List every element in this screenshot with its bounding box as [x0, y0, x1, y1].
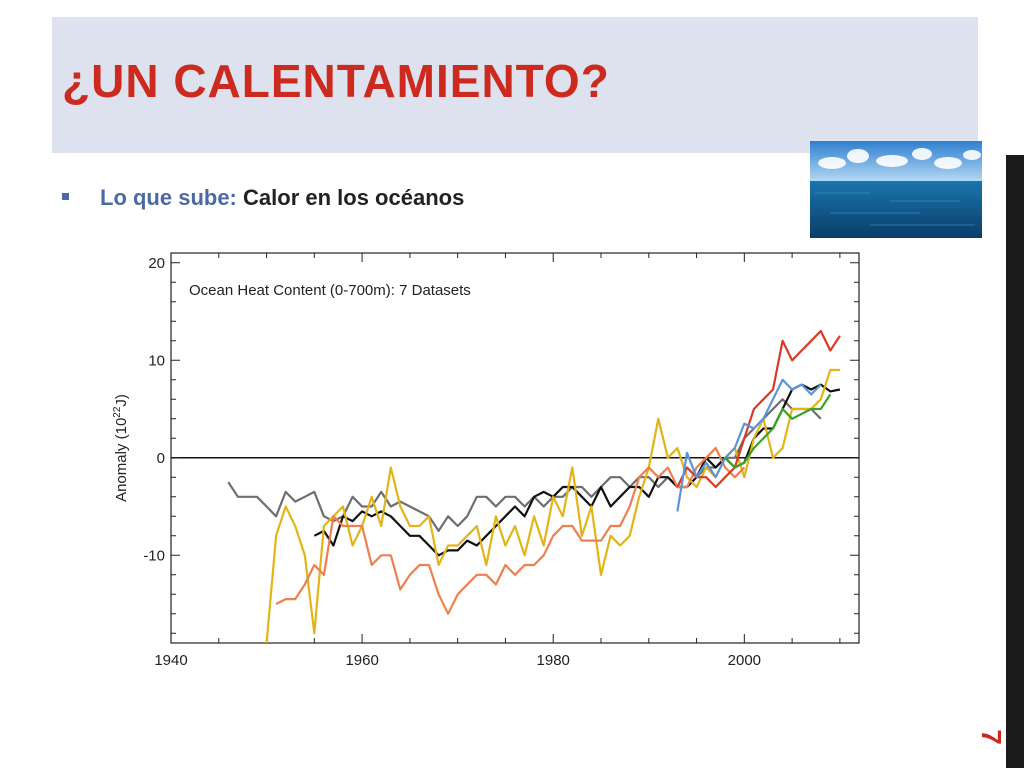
series-line-7	[724, 393, 832, 469]
bullet-prefix: Lo que sube:	[100, 185, 237, 210]
y-tick-label: 20	[148, 255, 165, 272]
x-tick-label: 1940	[154, 652, 187, 669]
bullet-text: Lo que sube: Calor en los océanos	[100, 185, 464, 211]
series-line-5	[676, 329, 841, 489]
title-band	[52, 17, 978, 153]
square-bullet-icon	[62, 193, 69, 200]
axis-ticks: 1940 1960 1980 2000 -10 0 10 20	[143, 253, 859, 669]
y-axis-label: Anomaly (1022J)	[112, 394, 130, 502]
sea	[810, 181, 982, 238]
series-line-2	[313, 383, 841, 557]
y-tick-label: 10	[148, 352, 165, 369]
x-tick-label: 1960	[345, 652, 378, 669]
series-layer	[227, 329, 841, 643]
bullet-main-text: Calor en los océanos	[243, 185, 465, 210]
waves	[815, 192, 975, 226]
series-line-4	[275, 446, 746, 615]
plot-frame	[170, 252, 860, 644]
x-tick-label: 2000	[728, 652, 761, 669]
ocean-heat-chart: 1940 1960 1980 2000 -10 0 10 20 Ocean Heat Cont…	[112, 252, 860, 669]
y-tick-label: 0	[157, 450, 165, 467]
clouds	[818, 148, 981, 169]
right-edge-bar	[1006, 0, 1024, 768]
series-line-6	[676, 378, 822, 512]
right-edge-dark-bar	[1006, 155, 1024, 768]
y-tick-label: -10	[143, 547, 165, 564]
slide-title: ¿UN CALENTAMIENTO?	[62, 55, 610, 107]
page-number: 7	[976, 729, 1007, 745]
ocean-photo	[810, 141, 982, 238]
chart-title: Ocean Heat Content (0-700m): 7 Datasets	[189, 282, 471, 299]
x-tick-label: 1980	[537, 652, 570, 669]
